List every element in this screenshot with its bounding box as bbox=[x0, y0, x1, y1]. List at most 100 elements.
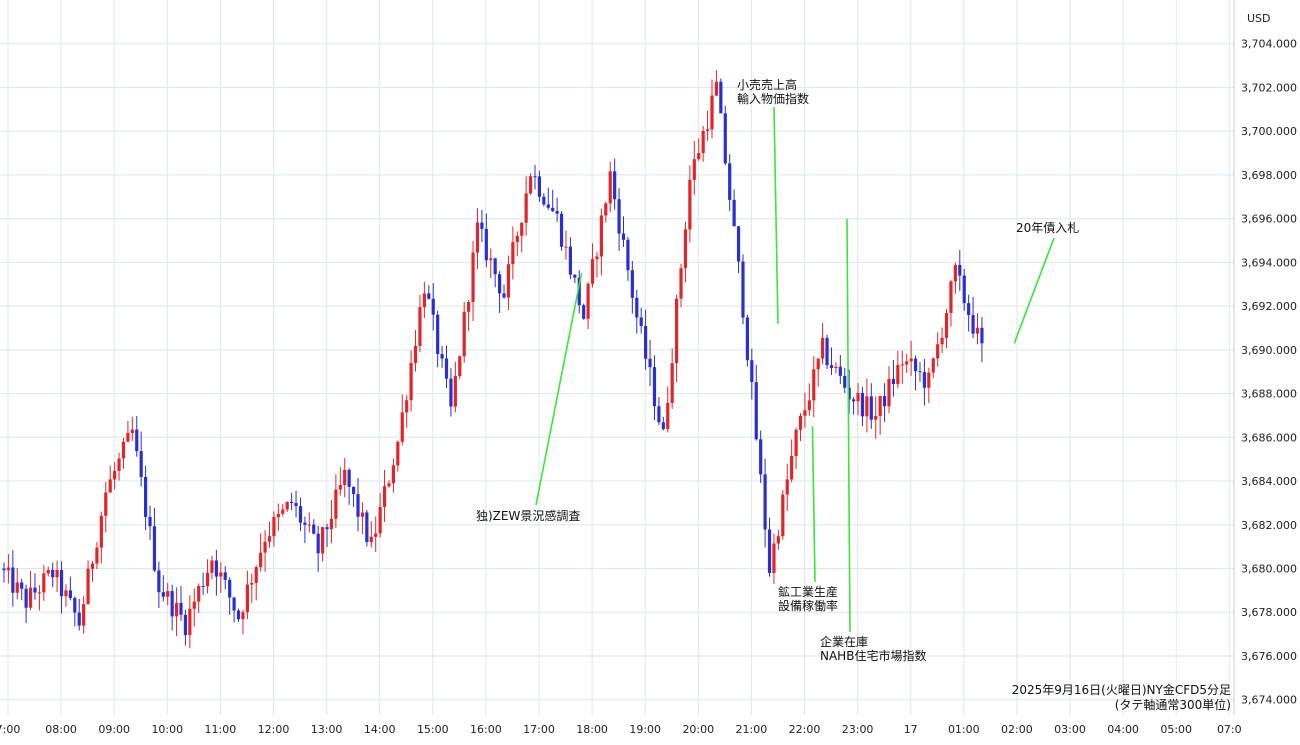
annotation-label: 設備稼働率 bbox=[778, 598, 838, 613]
candle-body bbox=[582, 305, 586, 319]
x-tick-label: 17 bbox=[904, 723, 918, 736]
x-tick-label: 02:00 bbox=[1001, 723, 1033, 736]
x-tick-label: 23:00 bbox=[842, 723, 874, 736]
candle-body bbox=[962, 275, 966, 304]
candle-body bbox=[259, 552, 263, 568]
candle-body bbox=[856, 392, 860, 402]
x-tick-label: 15:00 bbox=[417, 723, 449, 736]
candle-body bbox=[201, 585, 205, 587]
candle-body bbox=[130, 429, 134, 434]
candle-body bbox=[967, 303, 971, 315]
annotations: 独)ZEW景況感調査 小売売上高輸入物価指数鉱工業生産設備稼働率企業在庫NAHB住… bbox=[476, 77, 1079, 663]
x-tick-label: 14:00 bbox=[364, 723, 396, 736]
candle-body bbox=[679, 268, 683, 299]
candle-body bbox=[329, 518, 334, 530]
candle-body bbox=[387, 483, 391, 487]
candle-body bbox=[413, 345, 418, 363]
candle-body bbox=[887, 378, 891, 407]
candle-body bbox=[382, 486, 387, 507]
candle-body bbox=[635, 297, 639, 318]
candle-body bbox=[166, 591, 170, 597]
candles bbox=[2, 70, 984, 649]
candle-body bbox=[223, 572, 227, 580]
candle-body bbox=[860, 392, 865, 417]
candle-body bbox=[590, 259, 595, 284]
candle-body bbox=[431, 298, 435, 315]
candle-body bbox=[506, 264, 511, 298]
price-axis[interactable]: 3,674.000 3,676.000 3,678.000 3,680.000 3,68… bbox=[1241, 38, 1297, 707]
candle-body bbox=[391, 465, 395, 484]
x-tick-label: 08:00 bbox=[45, 723, 77, 736]
candle-body bbox=[754, 382, 758, 440]
candle-body bbox=[104, 492, 108, 516]
annotation-label: NAHB住宅市場指数 bbox=[820, 648, 926, 663]
candle-body bbox=[135, 429, 139, 452]
candle-body bbox=[542, 196, 546, 205]
candle-body bbox=[254, 567, 258, 583]
grid bbox=[0, 0, 1234, 715]
candle-body bbox=[493, 258, 497, 275]
candle-body bbox=[617, 199, 621, 234]
annotation-line bbox=[1013, 237, 1055, 344]
price-axis-bg bbox=[1234, 0, 1300, 745]
time-axis[interactable]: 7:00 08:00 09:00 10:00 11:00 12:00 13:00 14:00 1… bbox=[0, 723, 1242, 736]
candle-body bbox=[307, 524, 311, 526]
candle-body bbox=[608, 171, 612, 204]
candle-body bbox=[126, 433, 130, 442]
candle-body bbox=[834, 366, 838, 369]
y-tick-label: 3,688.000 bbox=[1241, 388, 1297, 401]
y-tick-label: 3,678.000 bbox=[1241, 606, 1297, 619]
candle-body bbox=[113, 470, 117, 480]
candle-body bbox=[551, 207, 555, 212]
candle-body bbox=[657, 406, 661, 423]
candle-body bbox=[626, 239, 630, 271]
candle-body bbox=[705, 129, 710, 131]
candle-body bbox=[745, 317, 749, 361]
candle-body bbox=[378, 506, 382, 534]
candle-body bbox=[59, 569, 64, 597]
annotation-label: 鉱工業生産 bbox=[778, 584, 838, 599]
candle-body bbox=[436, 314, 440, 355]
candle-body bbox=[33, 587, 37, 593]
candle-body bbox=[971, 314, 975, 334]
candle-body bbox=[161, 592, 165, 597]
candle-body bbox=[144, 476, 148, 517]
candle-body bbox=[688, 179, 692, 230]
candle-body bbox=[453, 375, 457, 407]
annotation-line bbox=[535, 273, 583, 506]
candle-body bbox=[484, 228, 488, 261]
candle-body bbox=[210, 560, 214, 573]
candle-body bbox=[90, 563, 95, 569]
currency-label: USD bbox=[1247, 12, 1271, 25]
candle-body bbox=[316, 533, 320, 554]
x-tick-label: 7:00 bbox=[0, 723, 20, 736]
candle-body bbox=[533, 176, 537, 178]
candle-body bbox=[573, 274, 577, 278]
candle-body bbox=[710, 95, 714, 130]
y-tick-label: 3,676.000 bbox=[1241, 650, 1297, 663]
candle-body bbox=[250, 582, 254, 585]
candle-body bbox=[228, 579, 232, 598]
candle-body bbox=[15, 582, 19, 593]
candle-body bbox=[953, 264, 957, 282]
candle-body bbox=[343, 469, 347, 485]
candle-body bbox=[843, 375, 847, 388]
candle-body bbox=[595, 256, 599, 260]
annotation-line bbox=[846, 218, 851, 633]
candle-body bbox=[515, 235, 519, 243]
candle-body bbox=[42, 573, 46, 593]
candle-body bbox=[99, 515, 103, 548]
candle-body bbox=[781, 494, 785, 537]
x-tick-label: 13:00 bbox=[311, 723, 343, 736]
candle-body bbox=[683, 229, 688, 269]
candle-body bbox=[670, 363, 674, 403]
candle-body bbox=[219, 572, 223, 577]
x-tick-label: 22:00 bbox=[789, 723, 821, 736]
x-tick-label: 03:00 bbox=[1054, 723, 1086, 736]
candle-body bbox=[568, 246, 572, 275]
candle-body bbox=[918, 371, 922, 373]
y-tick-label: 3,698.000 bbox=[1241, 169, 1297, 182]
candle-body bbox=[108, 479, 112, 493]
candle-body bbox=[409, 362, 413, 401]
